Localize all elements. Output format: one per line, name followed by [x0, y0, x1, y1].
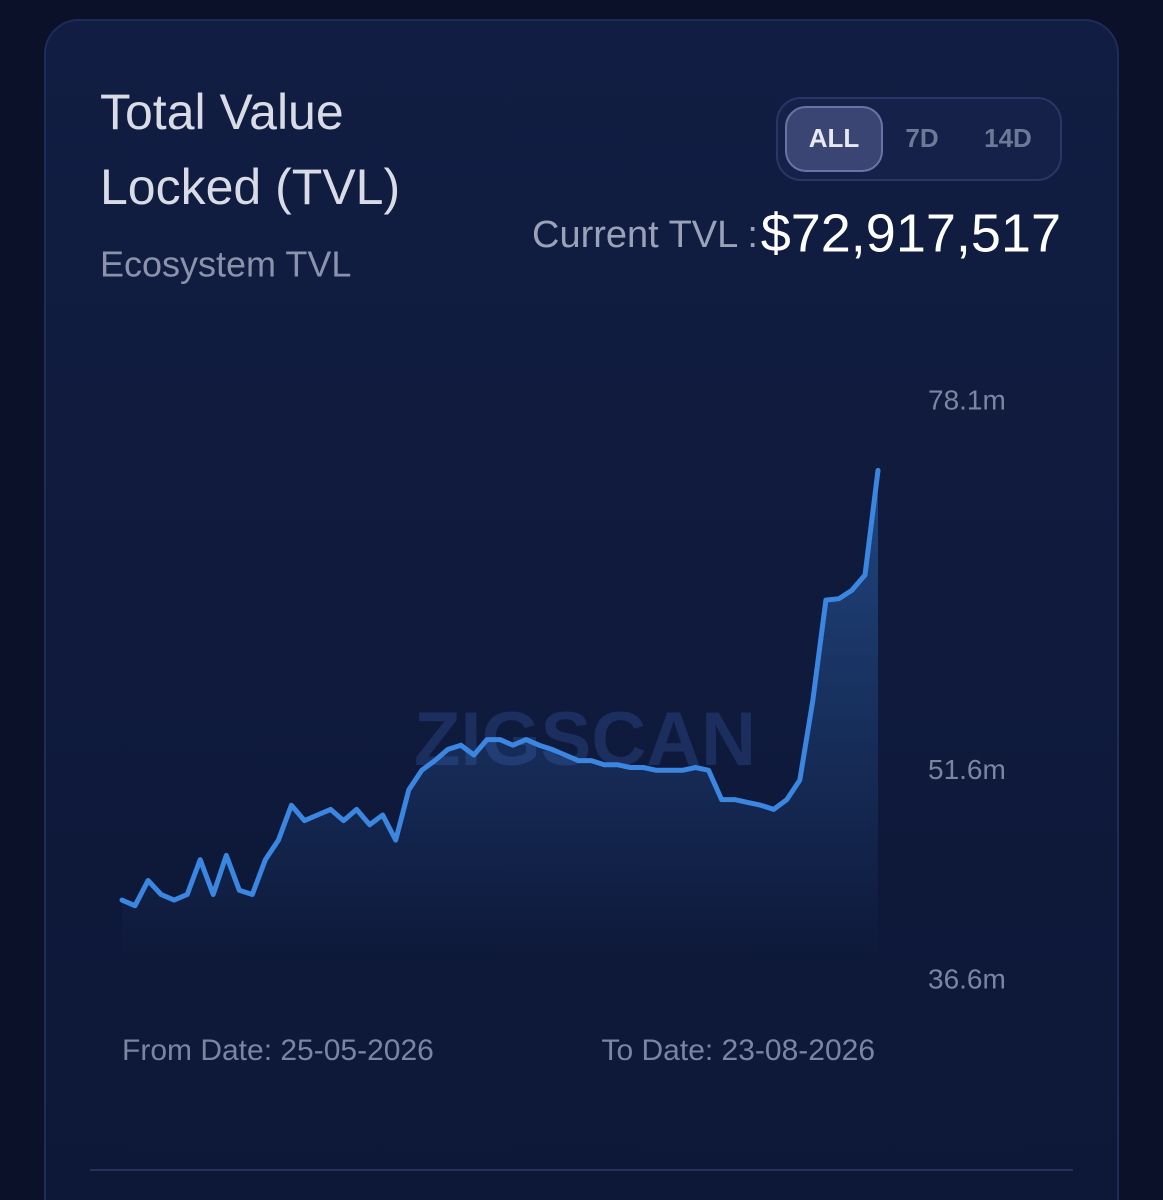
tab-active[interactable]	[785, 106, 883, 172]
title: Total Value	[100, 84, 344, 140]
to-date: To Date: 23-08-2026	[601, 1034, 875, 1067]
area	[122, 470, 878, 960]
tab[interactable]: 14D	[984, 123, 1032, 153]
line	[119, 467, 881, 909]
y-tick-label: 36.6m	[928, 963, 1006, 994]
y-tick-label: 78.1m	[928, 384, 1006, 415]
tab[interactable]: 7D	[905, 123, 938, 153]
from-date: From Date: 25-05-2026	[122, 1034, 434, 1067]
y-tick-label: 51.6m	[928, 754, 1006, 785]
current-tvl-label: Current TVL :	[532, 214, 758, 256]
tab[interactable]: ALL	[809, 123, 860, 153]
subtitle: Ecosystem TVL	[100, 244, 351, 285]
title: Locked (TVL)	[100, 159, 400, 215]
current-tvl-value: $72,917,517	[761, 203, 1061, 263]
